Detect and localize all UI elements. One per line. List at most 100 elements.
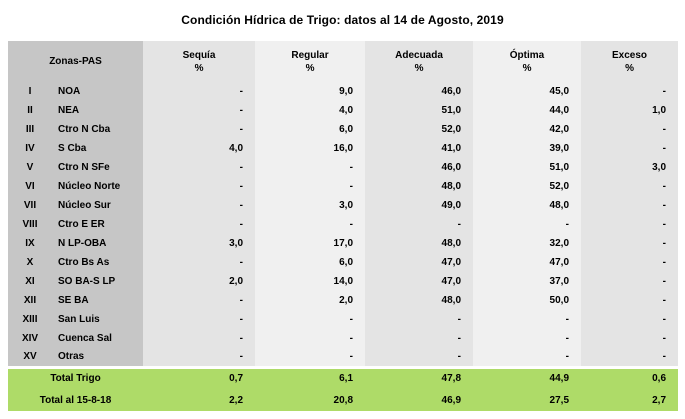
column-header-adecuada: Adecuada% (365, 41, 474, 82)
table-row: X Ctro Bs As -6,0 47,0 47,0- (8, 253, 679, 272)
column-header-optima: Óptima% (473, 41, 582, 82)
value-cell: - (143, 196, 256, 215)
value-cell: - (365, 348, 474, 367)
value-cell: 47,0 (365, 253, 474, 272)
value-cell: - (581, 310, 679, 329)
table-row: VII Núcleo Sur -3,0 49,0 48,0- (8, 196, 679, 215)
column-header-label-regular: Regular (291, 49, 329, 61)
table-row: XIV Cuenca Sal - - - - - (8, 329, 679, 348)
zone-name: Ctro E ER (52, 215, 144, 234)
value-cell: - (143, 177, 256, 196)
total-value-cell: 0,7 (143, 365, 256, 389)
value-cell: - (255, 329, 366, 348)
zone-name: SO BA-S LP (52, 272, 144, 291)
value-cell: - (255, 310, 366, 329)
total-label: Total al 15-8-18 (8, 389, 144, 411)
zone-numeral: X (8, 253, 52, 272)
header-row: Zonas-PAS Sequía% Regular% Adecuada% Óptima%… (8, 41, 679, 82)
column-header-label-exceso: Exceso (612, 49, 648, 61)
value-cell: - (255, 215, 366, 234)
value-cell: - (581, 234, 679, 253)
value-cell: - (143, 329, 256, 348)
zone-name: S Cba (52, 139, 144, 158)
page-title: Condición Hídrica de Trigo: datos al 14 … (181, 13, 504, 27)
table-row: II NEA -4,0 51,0 44,0 1,0 (8, 101, 679, 120)
zones-column-header: Zonas-PAS (8, 41, 144, 82)
value-cell: - (143, 158, 256, 177)
value-cell: - (581, 215, 679, 234)
value-cell: 4,0 (143, 139, 256, 158)
value-cell: - (473, 310, 582, 329)
value-cell: 32,0 (473, 234, 582, 253)
total-value-cell: 2,7 (581, 389, 679, 411)
zone-name: N LP-OBA (52, 234, 144, 253)
zone-name: Ctro Bs As (52, 253, 144, 272)
value-cell: - (143, 310, 256, 329)
column-header-unit-exceso: % (625, 62, 634, 74)
table-row: IV S Cba 4,0 16,0 41,0 39,0- (8, 139, 679, 158)
value-cell: 4,0 (255, 101, 366, 120)
value-cell: 49,0 (365, 196, 474, 215)
total-value-cell: 2,2 (143, 389, 256, 411)
value-cell: - (143, 291, 256, 310)
zone-numeral: XIV (8, 329, 52, 348)
value-cell: 9,0 (255, 82, 366, 101)
column-header-unit-regular: % (305, 62, 315, 74)
zone-numeral: IX (8, 234, 52, 253)
value-cell: 46,0 (365, 82, 474, 101)
total-label: Total Trigo (8, 365, 144, 389)
total-value-cell: 27,5 (473, 389, 582, 411)
value-cell: 47,0 (473, 253, 582, 272)
column-header-label-adecuada: Adecuada (395, 49, 443, 61)
total-value-cell: 20,8 (255, 389, 366, 411)
value-cell: - (581, 82, 679, 101)
value-cell: 2,0 (143, 272, 256, 291)
value-cell: - (255, 158, 366, 177)
value-cell: - (581, 139, 679, 158)
zone-numeral: VIII (8, 215, 52, 234)
total-value-cell: 0,6 (581, 365, 679, 389)
value-cell: 6,0 (255, 120, 366, 139)
column-header-unit-sequia: % (194, 62, 204, 74)
value-cell: 3,0 (255, 196, 366, 215)
zone-numeral: VI (8, 177, 52, 196)
value-cell: 51,0 (365, 101, 474, 120)
total-value-cell: 46,9 (365, 389, 474, 411)
value-cell: 48,0 (365, 291, 474, 310)
table-row: VIII Ctro E ER - - - - - (8, 215, 679, 234)
zone-name: NEA (52, 101, 144, 120)
zone-name: San Luis (52, 310, 144, 329)
table-row: V Ctro N SFe - -46,0 51,0 3,0 (8, 158, 679, 177)
zone-numeral: XII (8, 291, 52, 310)
value-cell: 2,0 (255, 291, 366, 310)
value-cell: - (365, 215, 474, 234)
zone-numeral: II (8, 101, 52, 120)
value-cell: 52,0 (365, 120, 474, 139)
zone-numeral: XIII (8, 310, 52, 329)
value-cell: - (473, 215, 582, 234)
zone-numeral: XV (8, 348, 52, 367)
value-cell: - (143, 120, 256, 139)
table-row: III Ctro N Cba -6,0 52,0 42,0- (8, 120, 679, 139)
column-header-unit-optima: % (522, 62, 532, 74)
zone-name: SE BA (52, 291, 144, 310)
value-cell: - (581, 348, 679, 367)
total-value-cell: 47,8 (365, 365, 474, 389)
table-row: VI Núcleo Norte - -48,0 52,0- (8, 177, 679, 196)
value-cell: 48,0 (365, 177, 474, 196)
value-cell: 51,0 (473, 158, 582, 177)
value-cell: 45,0 (473, 82, 582, 101)
condition-table: Zonas-PAS Sequía% Regular% Adecuada% Óptima%… (8, 41, 679, 411)
column-header-sequia: Sequía% (143, 41, 256, 82)
value-cell: 3,0 (143, 234, 256, 253)
value-cell: 39,0 (473, 139, 582, 158)
total-value-cell: 6,1 (255, 365, 366, 389)
zone-numeral: V (8, 158, 52, 177)
total-row-total-previo: Total al 15-8-18 2,2 20,8 46,9 27,5 2,7 (8, 389, 679, 411)
table-row: XIII San Luis - - - - - (8, 310, 679, 329)
value-cell: 6,0 (255, 253, 366, 272)
table-row: I NOA -9,0 46,0 45,0- (8, 82, 679, 101)
value-cell: 50,0 (473, 291, 582, 310)
value-cell: 44,0 (473, 101, 582, 120)
